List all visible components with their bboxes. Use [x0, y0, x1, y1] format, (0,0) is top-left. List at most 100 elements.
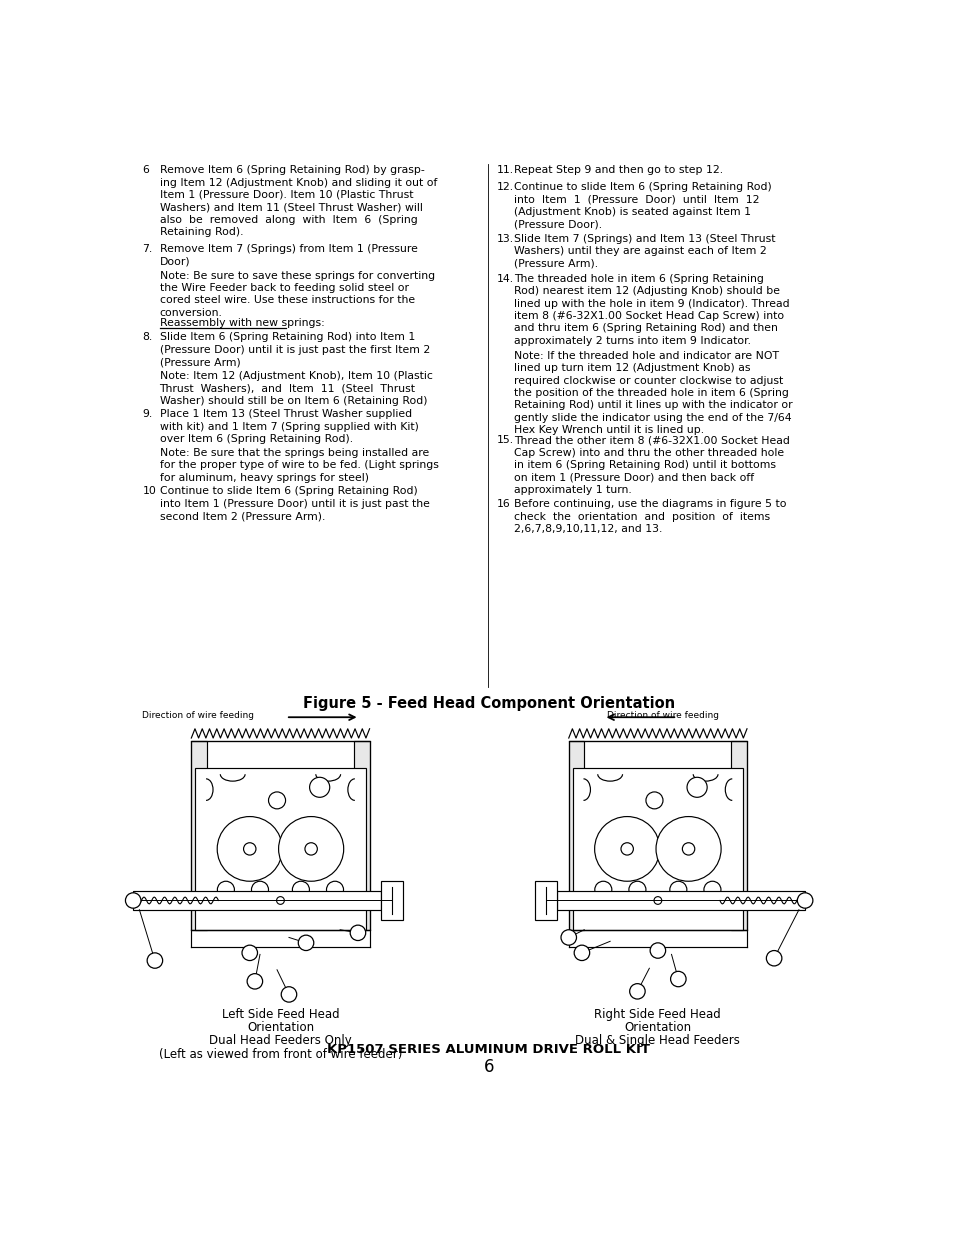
- Text: The threaded hole in item 6 (Spring Retaining
Rod) nearest item 12 (Adjusting Kn: The threaded hole in item 6 (Spring Reta…: [513, 274, 788, 346]
- Text: (Left as viewed from front of wire feeder): (Left as viewed from front of wire feede…: [158, 1047, 402, 1061]
- Bar: [192, 741, 369, 930]
- Bar: [572, 768, 742, 930]
- Text: 11: 11: [149, 956, 161, 965]
- Bar: [195, 768, 365, 930]
- Text: Note: Be sure to save these springs for converting
the Wire Feeder back to feedi: Note: Be sure to save these springs for …: [159, 270, 435, 317]
- Circle shape: [278, 816, 343, 882]
- Bar: [568, 741, 746, 930]
- Circle shape: [645, 792, 662, 809]
- Circle shape: [147, 953, 162, 968]
- Circle shape: [217, 882, 234, 898]
- Circle shape: [560, 930, 576, 945]
- Text: Note: If the threaded hole and indicator are NOT
lined up turn item 12 (Adjustme: Note: If the threaded hole and indicator…: [513, 351, 792, 435]
- Circle shape: [292, 882, 309, 898]
- Text: Slide Item 6 (Spring Retaining Rod) into Item 1
(Pressure Door) until it is just: Slide Item 6 (Spring Retaining Rod) into…: [159, 332, 430, 367]
- Circle shape: [243, 842, 255, 855]
- Circle shape: [305, 842, 317, 855]
- Text: 12.: 12.: [497, 182, 514, 193]
- Text: 6: 6: [355, 929, 360, 937]
- Circle shape: [765, 951, 781, 966]
- Circle shape: [654, 897, 661, 904]
- Circle shape: [620, 842, 633, 855]
- Bar: [731, 741, 746, 930]
- Text: 9: 9: [634, 987, 639, 995]
- Text: 7.: 7.: [142, 245, 152, 254]
- Text: 10: 10: [691, 783, 702, 792]
- Circle shape: [350, 925, 365, 941]
- Bar: [354, 741, 369, 930]
- Text: Place 1 Item 13 (Steel Thrust Washer supplied
with kit) and 1 Item 7 (Spring sup: Place 1 Item 13 (Steel Thrust Washer sup…: [159, 409, 418, 445]
- Circle shape: [242, 945, 257, 961]
- Circle shape: [326, 882, 343, 898]
- Text: 9.: 9.: [142, 409, 152, 419]
- Text: Note: Be sure that the springs being installed are
for the proper type of wire t: Note: Be sure that the springs being ins…: [159, 448, 438, 483]
- Circle shape: [252, 882, 268, 898]
- Text: Repeat Step 9 and then go to step 12.: Repeat Step 9 and then go to step 12.: [513, 165, 722, 175]
- Circle shape: [574, 945, 589, 961]
- Text: 6: 6: [483, 1058, 494, 1077]
- Text: Thread the other item 8 (#6-32X1.00 Socket Head
Cap Screw) into and thru the oth: Thread the other item 8 (#6-32X1.00 Sock…: [513, 436, 789, 495]
- Text: Slide Item 7 (Springs) and Item 13 (Steel Thrust
Washers) until they are against: Slide Item 7 (Springs) and Item 13 (Stee…: [513, 233, 775, 268]
- Circle shape: [594, 882, 611, 898]
- Text: Orientation: Orientation: [247, 1021, 314, 1035]
- Circle shape: [629, 983, 644, 999]
- Circle shape: [125, 893, 141, 908]
- Text: 2: 2: [274, 795, 279, 805]
- Text: 8: 8: [303, 939, 309, 947]
- Text: 13: 13: [249, 977, 261, 986]
- Text: Direction of wire feeding: Direction of wire feeding: [607, 711, 719, 720]
- Text: Dual & Single Head Feeders: Dual & Single Head Feeders: [575, 1035, 740, 1047]
- Text: Remove Item 7 (Springs) from Item 1 (Pressure
Door): Remove Item 7 (Springs) from Item 1 (Pre…: [159, 245, 417, 267]
- Circle shape: [670, 972, 685, 987]
- Bar: [381, 882, 402, 920]
- Text: KP1507 SERIES ALUMINUM DRIVE ROLL KIT: KP1507 SERIES ALUMINUM DRIVE ROLL KIT: [327, 1042, 650, 1056]
- Bar: [557, 892, 804, 910]
- Text: 7: 7: [247, 948, 253, 957]
- Text: 6: 6: [565, 932, 571, 942]
- Bar: [568, 741, 583, 930]
- Text: Direction of wire feeding: Direction of wire feeding: [142, 711, 254, 720]
- Text: 6: 6: [142, 165, 150, 175]
- Text: 9: 9: [286, 990, 292, 999]
- Text: 12: 12: [127, 895, 139, 905]
- Text: 7: 7: [654, 946, 660, 955]
- Text: Note: Item 12 (Adjustment Knob), Item 10 (Plastic
Thrust  Washers),  and  Item  : Note: Item 12 (Adjustment Knob), Item 10…: [159, 370, 432, 405]
- Circle shape: [281, 987, 296, 1002]
- Text: 2: 2: [651, 795, 657, 805]
- Text: 11: 11: [767, 953, 780, 963]
- Circle shape: [686, 777, 706, 798]
- Circle shape: [628, 882, 645, 898]
- Circle shape: [217, 816, 282, 882]
- Text: 14.: 14.: [497, 274, 514, 284]
- Circle shape: [310, 777, 330, 798]
- Text: Continue to slide Item 6 (Spring Retaining Rod)
into  Item  1  (Pressure  Door) : Continue to slide Item 6 (Spring Retaini…: [513, 182, 771, 230]
- Circle shape: [669, 882, 686, 898]
- Circle shape: [594, 816, 659, 882]
- Text: Right Side Feed Head: Right Side Feed Head: [594, 1008, 720, 1021]
- Circle shape: [656, 816, 720, 882]
- Text: 12: 12: [799, 895, 810, 905]
- Text: 13.: 13.: [497, 233, 514, 243]
- Text: Left Side Feed Head: Left Side Feed Head: [221, 1008, 339, 1021]
- Circle shape: [681, 842, 694, 855]
- Circle shape: [649, 942, 665, 958]
- Text: 16: 16: [497, 499, 510, 509]
- Bar: [133, 892, 381, 910]
- Circle shape: [298, 935, 314, 951]
- Text: 8.: 8.: [142, 332, 152, 342]
- Text: Remove Item 6 (Spring Retaining Rod) by grasp-
ing Item 12 (Adjustment Knob) and: Remove Item 6 (Spring Retaining Rod) by …: [159, 165, 436, 237]
- Circle shape: [797, 893, 812, 908]
- Circle shape: [276, 897, 284, 904]
- Circle shape: [247, 973, 262, 989]
- Text: 8: 8: [578, 948, 584, 957]
- Text: Dual Head Feeders Only: Dual Head Feeders Only: [209, 1035, 352, 1047]
- Bar: [535, 882, 557, 920]
- Circle shape: [268, 792, 285, 809]
- Text: 10: 10: [314, 783, 325, 792]
- Circle shape: [703, 882, 720, 898]
- Bar: [192, 741, 207, 930]
- Text: Figure 5 - Feed Head Component Orientation: Figure 5 - Feed Head Component Orientati…: [302, 697, 675, 711]
- Text: 13: 13: [672, 974, 683, 983]
- Text: Orientation: Orientation: [623, 1021, 691, 1035]
- Text: Before continuing, use the diagrams in figure 5 to
check  the  orientation  and : Before continuing, use the diagrams in f…: [513, 499, 785, 534]
